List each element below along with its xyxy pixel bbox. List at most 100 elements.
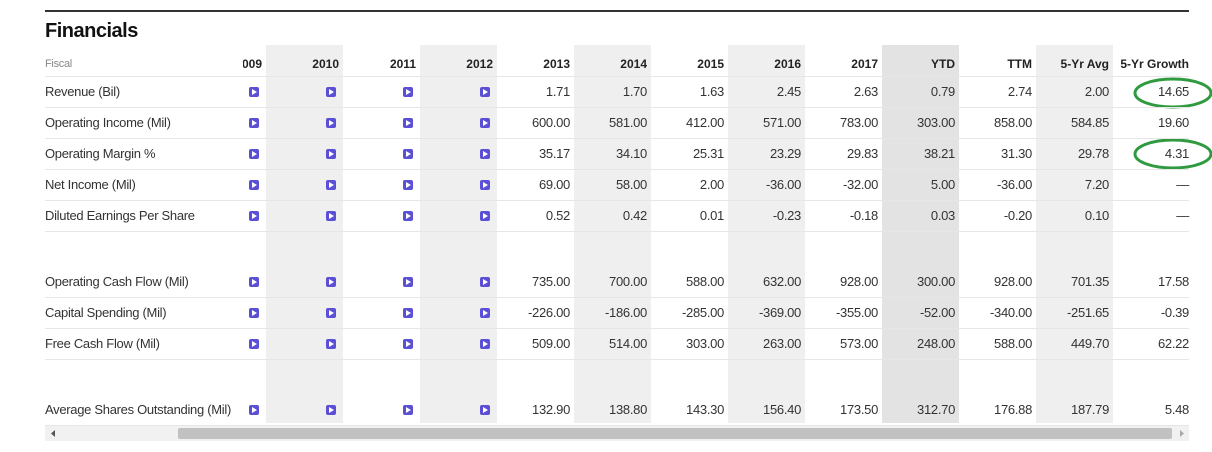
row-divider	[45, 297, 1189, 298]
cell-value: 783.00	[840, 115, 878, 130]
expand-icon[interactable]	[403, 149, 413, 159]
expand-icon[interactable]	[249, 339, 259, 349]
expand-icon[interactable]	[480, 87, 490, 97]
row-divider	[45, 138, 1189, 139]
column-header: 2010	[312, 57, 339, 71]
expand-icon[interactable]	[403, 118, 413, 128]
cell-value: 4.31	[1164, 146, 1189, 161]
expand-icon[interactable]	[403, 277, 413, 287]
expand-icon[interactable]	[403, 211, 413, 221]
expand-icon[interactable]	[326, 339, 336, 349]
cell-value: -36.00	[996, 177, 1032, 192]
cell-value: 858.00	[994, 115, 1032, 130]
cell-value: -0.39	[1160, 305, 1189, 320]
scroll-right[interactable]	[1180, 430, 1184, 437]
expand-icon[interactable]	[480, 339, 490, 349]
cell-value: 1.71	[545, 84, 570, 99]
cell-value: 0.03	[930, 208, 955, 223]
cell-value: 928.00	[994, 274, 1032, 289]
cell-value: 588.00	[994, 336, 1032, 351]
expand-icon[interactable]	[480, 308, 490, 318]
cell-value: 1.63	[699, 84, 724, 99]
cell-value: -0.20	[1003, 208, 1032, 223]
cell-value: 303.00	[917, 115, 955, 130]
row-divider	[45, 231, 1189, 232]
column-header: 2014	[620, 57, 647, 71]
cell-value: -285.00	[682, 305, 724, 320]
scrollbar-thumb[interactable]	[178, 428, 1172, 439]
expand-icon[interactable]	[480, 211, 490, 221]
cell-value: 69.00	[538, 177, 570, 192]
cell-value: -0.18	[849, 208, 878, 223]
cell-value: 19.60	[1157, 115, 1189, 130]
expand-icon[interactable]	[326, 118, 336, 128]
expand-icon[interactable]	[480, 277, 490, 287]
expand-icon[interactable]	[249, 180, 259, 190]
cell-value: 303.00	[686, 336, 724, 351]
cell-value: 632.00	[763, 274, 801, 289]
cell-value: 0.79	[930, 84, 955, 99]
cell-value: 928.00	[840, 274, 878, 289]
expand-icon[interactable]	[249, 87, 259, 97]
cell-value: 701.35	[1071, 274, 1109, 289]
cell-value: 2.00	[699, 177, 724, 192]
cell-value: 0.10	[1084, 208, 1109, 223]
expand-icon[interactable]	[480, 180, 490, 190]
cell-value: 0.01	[699, 208, 724, 223]
column-header: Fiscal	[45, 58, 72, 70]
expand-icon[interactable]	[403, 180, 413, 190]
expand-icon[interactable]	[326, 405, 336, 415]
expand-icon[interactable]	[249, 277, 259, 287]
cell-value: 300.00	[917, 274, 955, 289]
expand-icon[interactable]	[403, 339, 413, 349]
column-shade	[882, 45, 959, 423]
cell-value: 173.50	[840, 402, 878, 417]
expand-icon[interactable]	[326, 149, 336, 159]
expand-icon[interactable]	[249, 118, 259, 128]
expand-icon[interactable]	[480, 405, 490, 415]
expand-icon[interactable]	[326, 87, 336, 97]
row-divider	[45, 107, 1189, 108]
expand-icon[interactable]	[326, 180, 336, 190]
cell-value: 34.10	[615, 146, 647, 161]
cell-value: 156.40	[763, 402, 801, 417]
highlight-circle	[1133, 77, 1212, 109]
expand-icon[interactable]	[326, 277, 336, 287]
row-divider	[45, 200, 1189, 201]
expand-icon[interactable]	[249, 211, 259, 221]
expand-icon[interactable]	[326, 308, 336, 318]
cell-value: 509.00	[532, 336, 570, 351]
cell-value: 581.00	[609, 115, 647, 130]
cell-value: 2.74	[1007, 84, 1032, 99]
expand-icon[interactable]	[403, 405, 413, 415]
expand-icon[interactable]	[480, 149, 490, 159]
cell-value: 412.00	[686, 115, 724, 130]
expand-icon[interactable]	[249, 405, 259, 415]
cell-value: 31.30	[1000, 146, 1032, 161]
cell-value: 600.00	[532, 115, 570, 130]
expand-icon[interactable]	[249, 149, 259, 159]
cell-value: -355.00	[836, 305, 878, 320]
expand-icon[interactable]	[326, 211, 336, 221]
column-header: YTD	[931, 57, 955, 71]
column-header: 2012	[466, 57, 493, 71]
expand-icon[interactable]	[249, 308, 259, 318]
row-label: Average Shares Outstanding (Mil)	[45, 402, 231, 417]
cell-value: -36.00	[765, 177, 801, 192]
cell-value: 29.78	[1077, 146, 1109, 161]
expand-icon[interactable]	[480, 118, 490, 128]
row-divider	[45, 76, 1189, 77]
cell-value: 143.30	[686, 402, 724, 417]
cell-value: 514.00	[609, 336, 647, 351]
row-label: Operating Margin %	[45, 146, 156, 161]
cell-value: -369.00	[759, 305, 801, 320]
expand-icon[interactable]	[403, 87, 413, 97]
cell-value: 25.31	[692, 146, 724, 161]
cell-value: 138.80	[609, 402, 647, 417]
cell-value: 62.22	[1157, 336, 1189, 351]
cell-value: 588.00	[686, 274, 724, 289]
cell-value: 14.65	[1157, 84, 1189, 99]
expand-icon[interactable]	[403, 308, 413, 318]
scroll-left[interactable]	[51, 430, 55, 437]
highlight-circle	[1133, 138, 1212, 170]
